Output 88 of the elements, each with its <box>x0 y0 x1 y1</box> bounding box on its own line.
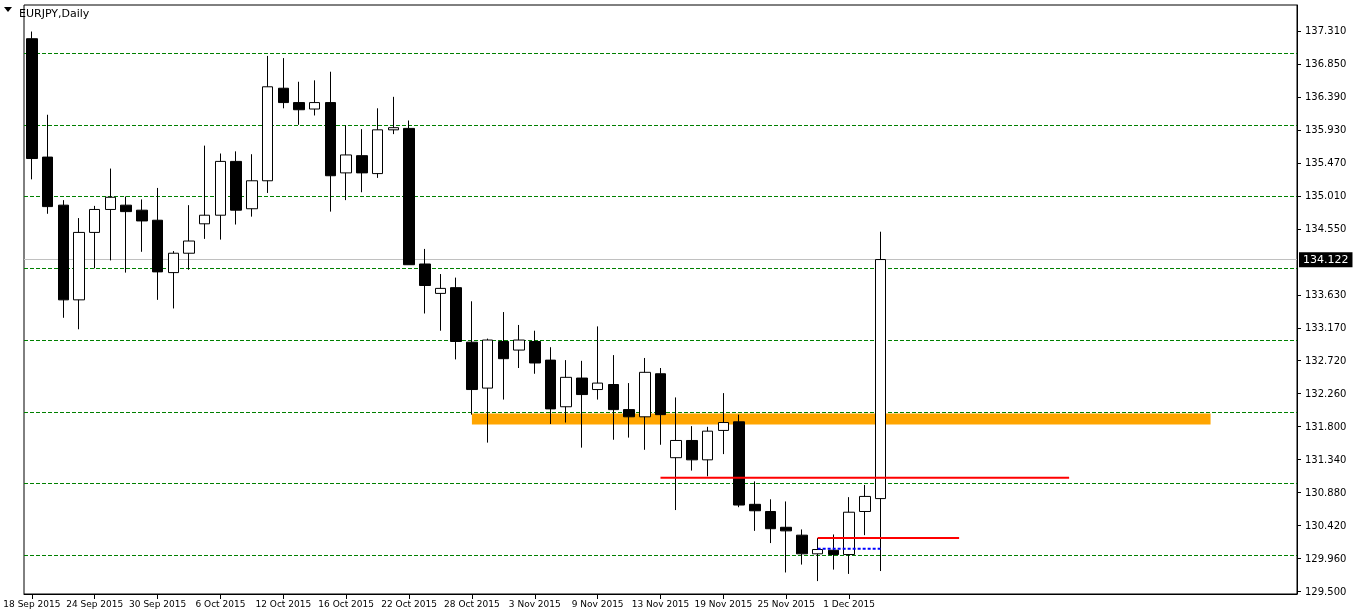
y-tick-label: 131.340 <box>1305 453 1347 465</box>
candlestick <box>246 153 258 218</box>
candlestick <box>560 359 572 424</box>
candlestick <box>718 392 729 455</box>
candlestick <box>639 357 651 451</box>
x-tick-label: 30 Sep 2015 <box>129 598 187 609</box>
candlestick <box>105 168 116 261</box>
y-tick-label: 131.800 <box>1305 420 1347 432</box>
candlestick <box>215 153 226 241</box>
y-tick-label: 129.500 <box>1305 585 1347 597</box>
candlestick <box>812 537 823 582</box>
chart-title: EURJPY,Daily <box>19 7 90 20</box>
candlestick <box>529 330 541 375</box>
candlestick <box>26 31 38 180</box>
x-tick-label: 25 Nov 2015 <box>757 598 816 609</box>
candlestick <box>388 96 399 135</box>
candlestick <box>152 187 163 301</box>
candlestick <box>623 382 635 439</box>
y-tick-label: 130.880 <box>1305 486 1347 498</box>
candlestick <box>403 120 415 266</box>
candlestick <box>262 55 273 194</box>
x-tick-label: 9 Nov 2015 <box>571 598 624 609</box>
candlestick <box>136 198 148 253</box>
candlestick <box>466 300 478 416</box>
candlestick <box>482 338 493 444</box>
y-tick-label: 133.170 <box>1305 322 1347 334</box>
candlestick <box>309 79 320 116</box>
y-tick-label: 137.310 <box>1305 25 1347 37</box>
candlestick <box>749 480 761 532</box>
candlestick <box>199 145 210 240</box>
candlestick <box>796 528 808 566</box>
y-tick-label: 136.390 <box>1305 91 1347 103</box>
candlestick <box>168 250 179 309</box>
candlestick <box>828 533 839 571</box>
x-tick-label: 6 Oct 2015 <box>195 598 246 609</box>
candlestick <box>780 500 792 573</box>
x-tick-label: 22 Oct 2015 <box>381 598 437 609</box>
x-tick-label: 18 Sep 2015 <box>3 598 61 609</box>
candlestick <box>230 150 242 226</box>
y-tick-label: 133.630 <box>1305 289 1347 301</box>
y-tick-label: 136.850 <box>1305 58 1347 70</box>
x-tick-label: 19 Nov 2015 <box>694 598 753 609</box>
y-tick-label: 135.470 <box>1305 157 1347 169</box>
candlestick <box>875 231 886 572</box>
x-tick-label: 12 Oct 2015 <box>255 598 312 609</box>
candlestick <box>372 107 383 179</box>
ref-line-label: 134.122 <box>1303 253 1349 267</box>
x-tick-label: 16 Oct 2015 <box>318 598 374 609</box>
candlestick <box>356 128 368 193</box>
y-tick-label: 135.930 <box>1305 124 1347 136</box>
candlestick <box>435 273 446 332</box>
candlestick <box>608 354 619 441</box>
y-tick-label: 132.260 <box>1305 387 1347 399</box>
y-tick-label: 135.010 <box>1305 190 1347 202</box>
candlestick <box>325 71 336 213</box>
candlestick <box>859 484 871 536</box>
candlestick <box>545 346 556 425</box>
x-tick-label: 3 Nov 2015 <box>508 598 561 609</box>
candlestick <box>419 248 431 314</box>
candlestick <box>340 125 352 201</box>
candlestick <box>42 114 53 215</box>
x-tick-label: 1 Dec 2015 <box>823 598 875 609</box>
candlestick <box>278 57 289 109</box>
candlestick <box>843 496 855 575</box>
candlestick <box>89 205 100 269</box>
candlestick <box>183 204 195 271</box>
candlestick <box>592 325 603 401</box>
candlestick <box>655 367 666 446</box>
candlestick <box>58 199 69 319</box>
x-tick-label: 28 Oct 2015 <box>444 598 500 609</box>
candlestick <box>702 426 713 477</box>
candlestick <box>733 414 745 508</box>
candlestick <box>498 311 509 401</box>
candlestick <box>670 396 682 511</box>
x-tick-label: 24 Sep 2015 <box>66 598 124 609</box>
y-tick-label: 130.420 <box>1305 519 1347 531</box>
candlestick <box>686 425 698 472</box>
candlestick <box>576 360 588 449</box>
candlestick <box>765 498 776 544</box>
candlestick <box>73 217 85 330</box>
y-tick-label: 132.720 <box>1305 354 1347 366</box>
x-tick-label: 13 Nov 2015 <box>631 598 690 609</box>
y-tick-label: 134.550 <box>1305 223 1347 235</box>
candlestick <box>450 277 462 360</box>
candlestick <box>120 196 132 274</box>
candlestick <box>293 81 305 126</box>
candlestick <box>513 324 525 369</box>
y-tick-label: 129.960 <box>1305 552 1347 564</box>
